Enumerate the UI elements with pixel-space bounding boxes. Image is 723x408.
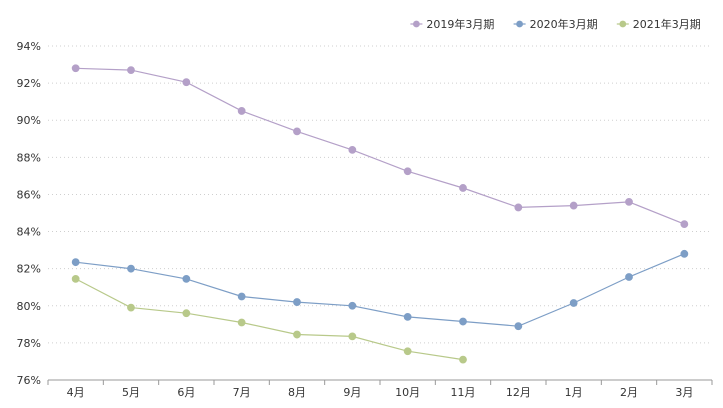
legend: 2019年3月期 2020年3月期 2021年3月期 [410,17,701,31]
data-point [237,107,246,115]
data-point [182,274,191,283]
x-tick-label: 9月 [343,386,361,399]
y-axis: 76% 78% 80% 82% 84% 86% 88% 90% 92% 94% [17,40,41,387]
data-point [71,258,80,267]
series-1 [71,64,689,229]
data-point [182,78,191,87]
data-point [569,201,578,210]
data-point [680,249,689,258]
y-tick-label: 94% [17,40,41,53]
data-point [514,322,523,331]
y-tick-label: 90% [17,114,41,127]
x-tick-label: 12月 [506,386,531,399]
series-line [75,67,685,225]
y-tick-label: 82% [17,263,41,276]
data-point [403,313,412,321]
series-line [75,253,685,327]
data-point [403,347,412,356]
series-2 [71,249,689,331]
x-tick-label: 7月 [233,386,251,399]
x-axis: 4月 5月 6月 7月 8月 9月 10月 11月 12月 1月 2月 3月 [47,379,713,399]
data-point [403,167,412,176]
data-point [293,127,301,136]
legend-swatch-dot [516,20,523,28]
data-point [348,301,357,310]
data-point [569,299,578,307]
x-tick-label: 2月 [620,386,638,399]
data-point [680,220,689,229]
legend-label: 2019年3月期 [426,17,494,31]
data-point [348,146,357,154]
legend-label: 2021年3月期 [633,17,701,31]
legend-item-1: 2019年3月期 [410,17,494,31]
series-layer [71,64,689,364]
x-tick-label: 5月 [122,386,140,399]
data-point [348,332,357,341]
data-point [514,203,523,212]
x-tick-label: 8月 [288,386,306,399]
legend-label: 2020年3月期 [530,17,598,31]
data-point [625,273,633,281]
grid [48,45,712,344]
y-tick-label: 78% [17,337,41,350]
y-tick-label: 88% [17,151,41,164]
x-tick-label: 3月 [675,386,693,399]
data-point [127,264,135,273]
legend-swatch-dot [619,20,627,28]
y-tick-label: 92% [17,77,41,90]
y-tick-label: 80% [17,300,41,313]
data-point [625,197,633,206]
data-point [71,64,80,73]
data-point [293,330,301,339]
data-point [237,292,246,301]
legend-item-2: 2020年3月期 [513,17,598,31]
series-3 [71,274,467,364]
x-tick-label: 6月 [177,386,195,399]
data-point [127,303,135,312]
x-tick-label: 10月 [395,386,420,399]
legend-item-3: 2021年3月期 [616,17,701,31]
data-point [293,298,301,306]
data-point [459,184,467,192]
data-point [237,318,246,327]
y-tick-label: 84% [17,226,41,239]
series-line [75,278,464,361]
data-point [127,66,135,75]
x-tick-label: 1月 [565,386,583,399]
data-point [71,274,80,283]
y-tick-label: 86% [17,188,41,201]
x-tick-label: 11月 [451,386,476,399]
legend-swatch-dot [413,20,420,28]
data-point [459,317,467,326]
data-point [182,309,191,318]
x-tick-label: 4月 [67,386,85,399]
data-point [459,355,467,364]
y-tick-label: 76% [17,374,41,387]
